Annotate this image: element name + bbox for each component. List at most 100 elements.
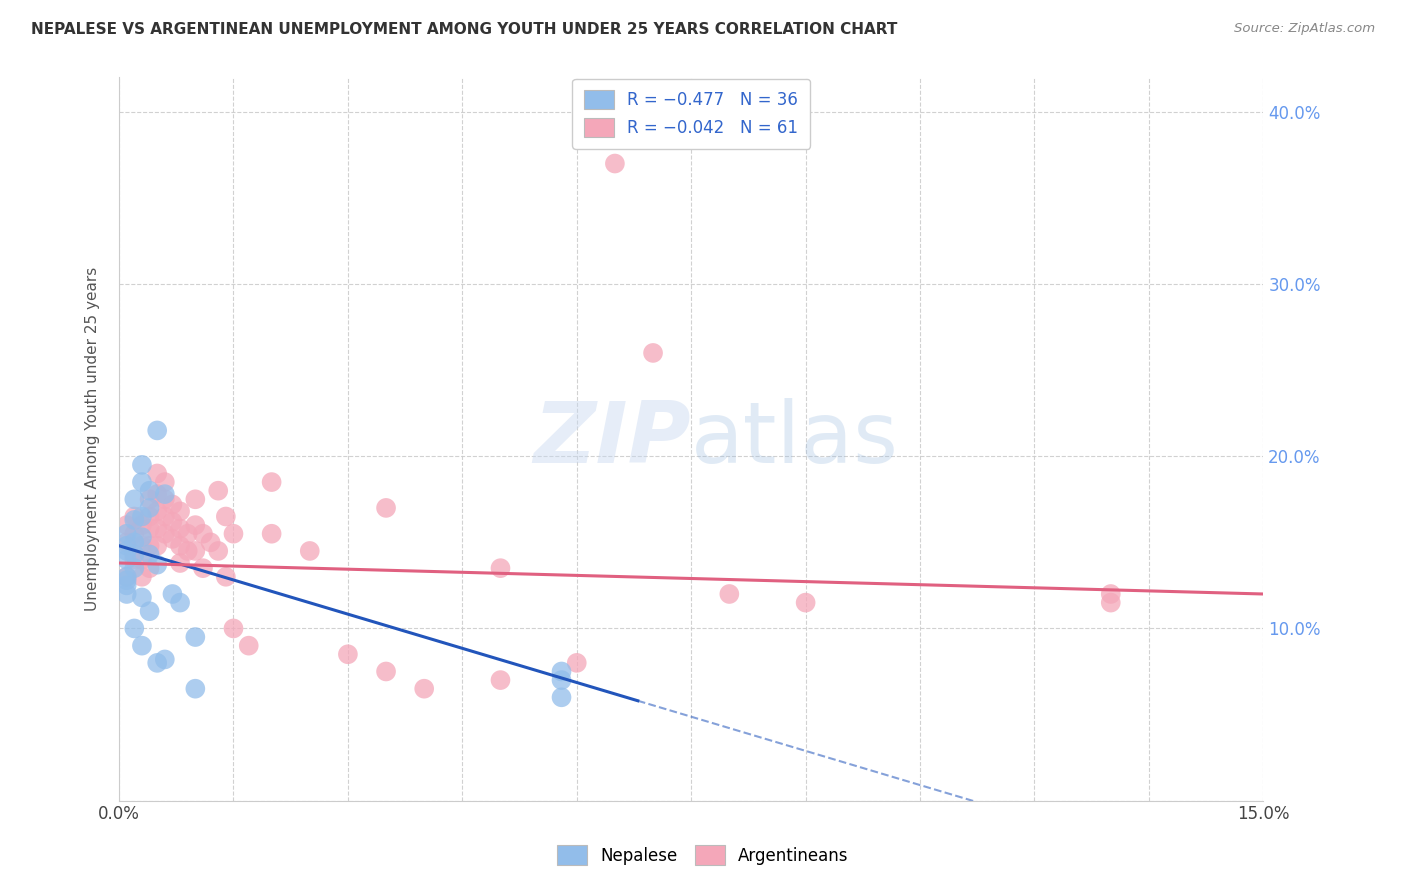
Point <box>375 665 398 679</box>
Point <box>124 509 146 524</box>
Point <box>162 498 184 512</box>
Point <box>131 539 153 553</box>
Point <box>138 509 160 524</box>
Point <box>169 556 191 570</box>
Point <box>124 622 146 636</box>
Point <box>131 552 153 566</box>
Point <box>550 665 572 679</box>
Point <box>215 509 238 524</box>
Point <box>191 561 214 575</box>
Point <box>115 578 138 592</box>
Point <box>489 561 512 575</box>
Point <box>138 522 160 536</box>
Text: ZIP: ZIP <box>533 398 692 481</box>
Point <box>153 475 176 489</box>
Point <box>115 587 138 601</box>
Point <box>115 539 138 553</box>
Point <box>115 573 138 587</box>
Point <box>153 652 176 666</box>
Point <box>131 530 153 544</box>
Text: atlas: atlas <box>692 398 900 481</box>
Point <box>184 630 207 644</box>
Point <box>138 548 160 562</box>
Point <box>169 539 191 553</box>
Point <box>718 587 741 601</box>
Point <box>550 673 572 687</box>
Point <box>115 518 138 533</box>
Point <box>115 570 138 584</box>
Point <box>138 561 160 575</box>
Point <box>131 591 153 605</box>
Point <box>191 526 214 541</box>
Point <box>336 647 359 661</box>
Point <box>375 500 398 515</box>
Point <box>169 504 191 518</box>
Point <box>794 596 817 610</box>
Point <box>138 604 160 618</box>
Point <box>153 526 176 541</box>
Point <box>1099 596 1122 610</box>
Point <box>115 552 138 566</box>
Point <box>131 570 153 584</box>
Point <box>138 483 160 498</box>
Point <box>131 509 153 524</box>
Point <box>1099 587 1122 601</box>
Point <box>169 596 191 610</box>
Point <box>260 526 283 541</box>
Point <box>184 518 207 533</box>
Point <box>115 570 138 584</box>
Point <box>177 544 200 558</box>
Point <box>222 622 245 636</box>
Point <box>169 522 191 536</box>
Point <box>138 539 160 553</box>
Point <box>146 487 169 501</box>
Point <box>146 504 169 518</box>
Point <box>138 492 160 507</box>
Legend: R = −0.477   N = 36, R = −0.042   N = 61: R = −0.477 N = 36, R = −0.042 N = 61 <box>572 78 810 149</box>
Point <box>146 656 169 670</box>
Point <box>124 492 146 507</box>
Point <box>153 492 176 507</box>
Point <box>124 548 146 562</box>
Point <box>565 656 588 670</box>
Point <box>184 544 207 558</box>
Point <box>603 156 626 170</box>
Point <box>124 513 146 527</box>
Point <box>207 544 229 558</box>
Point <box>162 587 184 601</box>
Point <box>131 458 153 472</box>
Text: NEPALESE VS ARGENTINEAN UNEMPLOYMENT AMONG YOUTH UNDER 25 YEARS CORRELATION CHAR: NEPALESE VS ARGENTINEAN UNEMPLOYMENT AMO… <box>31 22 897 37</box>
Point <box>184 492 207 507</box>
Legend: Nepalese, Argentineans: Nepalese, Argentineans <box>550 837 856 873</box>
Point <box>207 483 229 498</box>
Point <box>146 467 169 481</box>
Point <box>146 539 169 553</box>
Text: Source: ZipAtlas.com: Source: ZipAtlas.com <box>1234 22 1375 36</box>
Point <box>153 509 176 524</box>
Point <box>162 515 184 529</box>
Point <box>238 639 260 653</box>
Point <box>146 424 169 438</box>
Point <box>260 475 283 489</box>
Point <box>222 526 245 541</box>
Point <box>177 526 200 541</box>
Point <box>115 544 138 558</box>
Point <box>131 475 153 489</box>
Point <box>413 681 436 696</box>
Point <box>124 552 146 566</box>
Point <box>162 532 184 546</box>
Y-axis label: Unemployment Among Youth under 25 years: Unemployment Among Youth under 25 years <box>86 267 100 611</box>
Point <box>200 535 222 549</box>
Point <box>298 544 321 558</box>
Point <box>215 570 238 584</box>
Point <box>124 526 146 541</box>
Point <box>146 522 169 536</box>
Point <box>146 558 169 572</box>
Point <box>184 681 207 696</box>
Point <box>138 500 160 515</box>
Point <box>115 526 138 541</box>
Point <box>641 346 664 360</box>
Point <box>550 690 572 705</box>
Point <box>489 673 512 687</box>
Point <box>131 639 153 653</box>
